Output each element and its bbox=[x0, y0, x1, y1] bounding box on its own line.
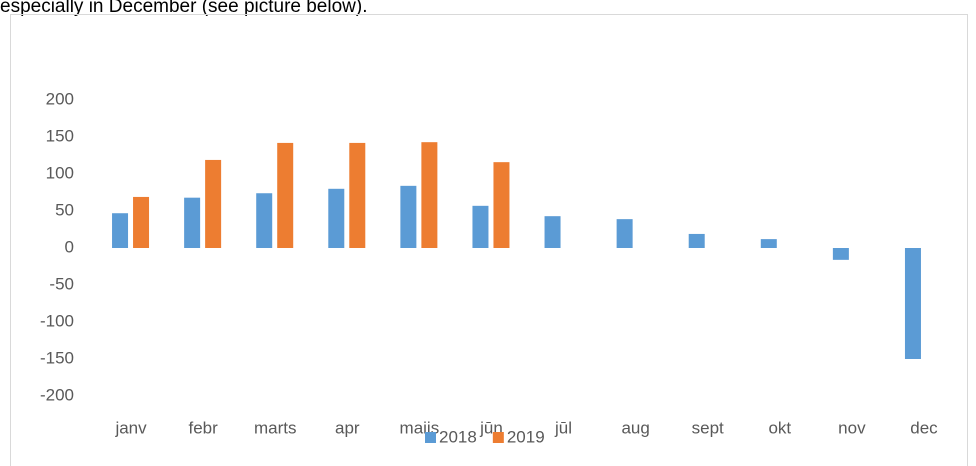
y-tick-label: 0 bbox=[65, 237, 74, 256]
x-tick-label: apr bbox=[335, 418, 360, 437]
legend-label: 2019 bbox=[507, 427, 545, 446]
legend-swatch bbox=[425, 432, 436, 443]
y-tick-label: 50 bbox=[55, 200, 74, 219]
bar bbox=[493, 162, 510, 248]
bar bbox=[349, 142, 366, 248]
bar bbox=[904, 248, 921, 359]
bar bbox=[400, 185, 417, 248]
legend-label: 2018 bbox=[439, 427, 477, 446]
chart-frame bbox=[10, 14, 968, 466]
y-tick-label: -200 bbox=[40, 385, 74, 404]
bar bbox=[472, 205, 489, 248]
legend-swatch bbox=[492, 432, 504, 443]
bar bbox=[760, 239, 777, 248]
x-tick-label: febr bbox=[188, 418, 218, 437]
x-tick-label: dec bbox=[910, 418, 938, 437]
bar bbox=[688, 233, 705, 248]
x-tick-label: nov bbox=[838, 418, 866, 437]
bar bbox=[421, 142, 438, 248]
bar bbox=[184, 197, 201, 248]
y-tick-label: 150 bbox=[46, 126, 74, 145]
bar bbox=[133, 196, 150, 248]
bar bbox=[112, 213, 129, 248]
x-tick-label: marts bbox=[254, 418, 297, 437]
y-tick-label: 200 bbox=[46, 89, 74, 108]
bar bbox=[205, 159, 222, 248]
x-tick-label: aug bbox=[621, 418, 649, 437]
x-tick-label: janv bbox=[114, 418, 147, 437]
intro-text: especially in December (see picture belo… bbox=[0, 0, 368, 17]
y-tick-label: 100 bbox=[46, 163, 74, 182]
y-tick-label: -50 bbox=[49, 274, 74, 293]
y-tick-label: -100 bbox=[40, 311, 74, 330]
bar bbox=[544, 216, 561, 248]
x-tick-label: okt bbox=[768, 418, 791, 437]
x-tick-label: sept bbox=[692, 418, 724, 437]
x-tick-label: jūl bbox=[554, 418, 572, 437]
y-tick-label: -150 bbox=[40, 348, 74, 367]
bar bbox=[277, 142, 294, 248]
bar bbox=[256, 193, 273, 248]
bar bbox=[832, 248, 849, 260]
bar bbox=[616, 219, 633, 248]
bar bbox=[328, 188, 345, 248]
